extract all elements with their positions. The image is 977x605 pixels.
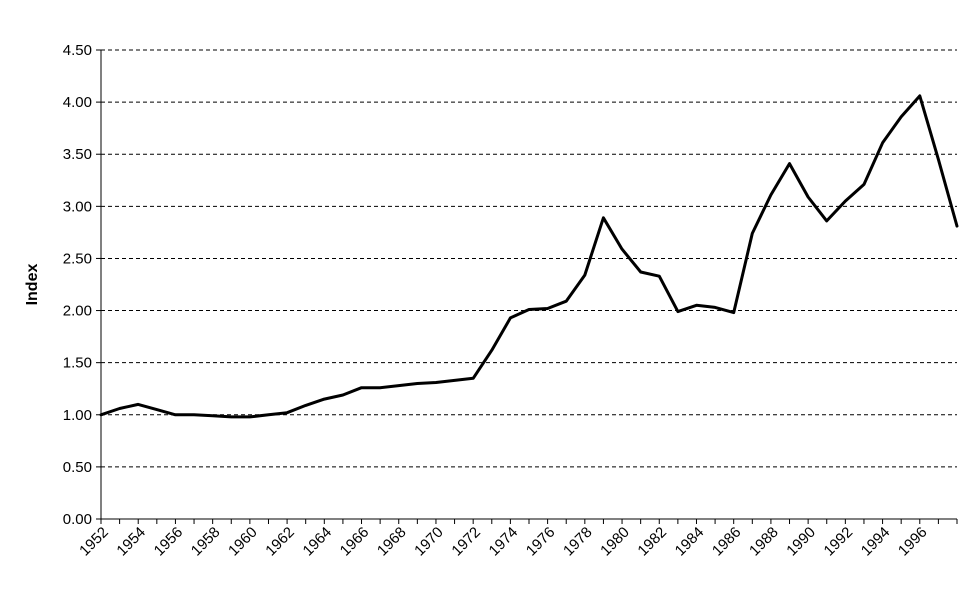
x-tick-label: 1976	[523, 524, 559, 560]
x-tick-label: 1980	[597, 524, 633, 560]
y-tick-label: 0.50	[63, 459, 92, 476]
series	[99, 94, 959, 419]
x-tick-label: 1960	[225, 524, 261, 560]
y-tick-label: 3.00	[63, 198, 92, 215]
y-tick-label: 3.50	[63, 146, 92, 163]
y-tick-label: 1.00	[63, 407, 92, 424]
x-tick-label: 1966	[337, 524, 373, 560]
y-tick-label: 0.00	[63, 511, 92, 528]
x-tick-label: 1956	[151, 524, 187, 560]
x-tick-label: 1952	[76, 524, 112, 560]
x-tick-label: 1972	[448, 524, 484, 560]
y-tick-label: 2.50	[63, 250, 92, 267]
x-tick-label: 1964	[300, 524, 336, 560]
y-tick-label: 4.00	[63, 94, 92, 111]
y-axis-ticks: 0.00 0.50 1.00 1.50 2.00 2.50 3.00 3.50 4.00 4.50	[63, 42, 101, 528]
x-tick-label: 1954	[113, 524, 149, 560]
x-tick-label: 1990	[783, 524, 819, 560]
y-tick-label: 2.00	[63, 303, 92, 320]
x-tick-label: 1970	[411, 524, 447, 560]
axes	[100, 50, 957, 520]
x-tick-label: 1984	[672, 524, 708, 560]
x-tick-label: 1968	[374, 524, 410, 560]
x-tick-label: 1986	[709, 524, 745, 560]
x-tick-label: 1958	[188, 524, 224, 560]
y-axis-label: Index	[24, 264, 41, 306]
x-tick-label: 1992	[821, 524, 857, 560]
x-tick-label: 1982	[634, 524, 670, 560]
x-tick-label: 1994	[858, 524, 894, 560]
y-tick-label: 1.50	[63, 355, 92, 372]
x-tick-label: 1978	[560, 524, 596, 560]
x-tick-label: 1996	[895, 524, 931, 560]
gridlines	[101, 49, 957, 468]
x-tick-label: 1962	[262, 524, 298, 560]
x-tick-label: 1988	[746, 524, 782, 560]
x-tick-label: 1974	[486, 524, 522, 560]
x-axis-ticks: 1952 1954 1956 1958 1960 1962 1964 1966 1968 1970…	[76, 519, 958, 560]
y-tick-label: 4.50	[63, 42, 92, 59]
series-line-0	[99, 94, 959, 419]
